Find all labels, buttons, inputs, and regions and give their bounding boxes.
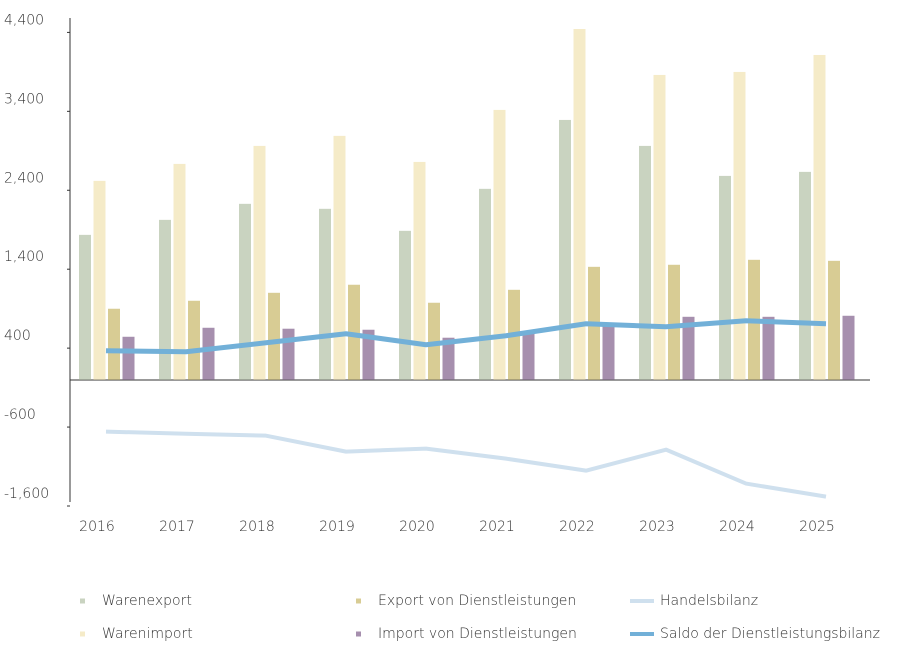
bar bbox=[493, 109, 506, 380]
x-tick-label: 2017 bbox=[159, 519, 195, 535]
y-tick-label: 4,400 bbox=[4, 12, 44, 28]
bar bbox=[733, 71, 746, 380]
bar bbox=[282, 328, 295, 380]
bar bbox=[653, 74, 666, 380]
x-tick-label: 2020 bbox=[399, 519, 435, 535]
x-tick-label: 2021 bbox=[479, 519, 515, 535]
bar bbox=[762, 316, 775, 380]
bar bbox=[253, 145, 266, 380]
legend-label: Export von Dienstleistungen bbox=[378, 593, 576, 609]
legend-marker bbox=[80, 598, 85, 604]
bar bbox=[602, 322, 615, 380]
y-tick-label: 3,400 bbox=[4, 91, 44, 107]
bar bbox=[719, 175, 731, 380]
x-tick-label: 2025 bbox=[799, 519, 835, 535]
legend-label: Warenimport bbox=[102, 626, 193, 642]
bar bbox=[202, 327, 215, 380]
bar bbox=[122, 336, 135, 380]
bar bbox=[413, 161, 426, 380]
bar bbox=[668, 264, 680, 380]
x-tick-label: 2016 bbox=[79, 519, 115, 535]
bar bbox=[428, 302, 440, 380]
y-tick-label: 400 bbox=[4, 328, 31, 344]
legend-label: Saldo der Dienstleistungsbilanz bbox=[660, 626, 880, 642]
bar bbox=[108, 308, 120, 380]
x-tick-label: 2019 bbox=[319, 519, 355, 535]
x-tick-label: 2023 bbox=[639, 519, 675, 535]
bar bbox=[188, 300, 200, 380]
bar bbox=[159, 219, 171, 380]
bar bbox=[799, 171, 811, 380]
bar bbox=[559, 119, 571, 380]
x-tick-label: 2024 bbox=[719, 519, 755, 535]
bar bbox=[239, 203, 251, 380]
bar bbox=[639, 145, 651, 380]
bar bbox=[399, 230, 411, 380]
bar bbox=[813, 54, 826, 380]
x-tick-label: 2018 bbox=[239, 519, 275, 535]
legend-label: Warenexport bbox=[102, 593, 192, 609]
line bbox=[105, 429, 827, 499]
y-tick-label: -600 bbox=[4, 407, 36, 423]
bar bbox=[828, 260, 840, 380]
bar bbox=[682, 316, 695, 380]
bar bbox=[79, 234, 91, 380]
legend-marker bbox=[80, 631, 85, 637]
bar bbox=[348, 284, 360, 380]
legend-label: Import von Dienstleistungen bbox=[378, 626, 577, 642]
bar bbox=[842, 315, 855, 380]
y-tick-label: 1,400 bbox=[4, 249, 44, 265]
bar bbox=[362, 329, 375, 380]
y-tick-label: -1,600 bbox=[4, 486, 49, 502]
bar bbox=[522, 332, 535, 380]
bar bbox=[479, 188, 491, 380]
bar bbox=[93, 180, 106, 380]
y-tick-label: 2,400 bbox=[4, 170, 44, 186]
bar bbox=[173, 163, 186, 380]
bar bbox=[333, 135, 346, 380]
legend-marker bbox=[356, 598, 361, 604]
line bbox=[105, 318, 827, 355]
bar bbox=[268, 292, 280, 380]
legend-marker bbox=[356, 631, 361, 637]
bar bbox=[573, 29, 586, 380]
x-tick-label: 2022 bbox=[559, 519, 595, 535]
bar bbox=[319, 208, 331, 380]
bar bbox=[442, 337, 455, 380]
legend-label: Handelsbilanz bbox=[660, 593, 758, 609]
